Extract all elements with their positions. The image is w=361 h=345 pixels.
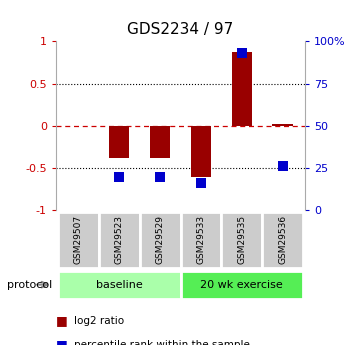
Text: protocol: protocol [7,280,52,289]
Text: 20 wk exercise: 20 wk exercise [200,280,283,289]
Point [280,164,286,169]
Text: GDS2234 / 97: GDS2234 / 97 [127,22,234,37]
Text: GSM29533: GSM29533 [196,215,205,264]
Text: GSM29529: GSM29529 [156,215,165,264]
Bar [109,126,130,158]
Bar [231,52,252,126]
Text: GSM29523: GSM29523 [115,215,124,264]
Text: GSM29535: GSM29535 [237,215,246,264]
Bar [58,211,99,268]
Bar [180,270,303,298]
Text: log2 ratio: log2 ratio [74,316,124,326]
Text: GSM29536: GSM29536 [278,215,287,264]
Point [239,50,245,56]
Bar [262,211,303,268]
Bar [273,124,293,126]
Bar [180,211,221,268]
Bar [150,126,170,158]
Point [198,181,204,186]
Bar [191,126,211,177]
Point [116,174,122,179]
Text: GSM29507: GSM29507 [74,215,83,264]
Point [157,174,163,179]
Text: percentile rank within the sample: percentile rank within the sample [74,340,250,345]
Bar [221,211,262,268]
Text: ■: ■ [56,314,68,327]
Text: ■: ■ [56,338,68,345]
Bar [58,270,180,298]
Text: baseline: baseline [96,280,143,289]
Bar [99,211,140,268]
Bar [140,211,180,268]
